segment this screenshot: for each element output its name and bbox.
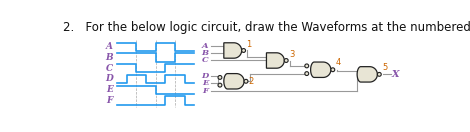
Text: X: X (392, 70, 400, 79)
Text: B: B (105, 53, 113, 62)
Text: C: C (202, 56, 208, 64)
Circle shape (218, 83, 222, 87)
Text: E: E (202, 79, 208, 87)
Text: 2: 2 (249, 77, 254, 86)
Polygon shape (311, 62, 331, 77)
Circle shape (305, 72, 309, 76)
Text: F: F (107, 96, 113, 105)
Text: F: F (202, 87, 208, 95)
Circle shape (242, 49, 245, 52)
Circle shape (244, 79, 248, 83)
Text: E: E (106, 85, 113, 94)
Polygon shape (357, 67, 377, 82)
Polygon shape (224, 74, 244, 89)
Text: 5: 5 (382, 63, 387, 72)
Text: 4: 4 (336, 58, 341, 67)
Polygon shape (224, 43, 242, 58)
Text: 2.   For the below logic circuit, draw the Waveforms at the numbered points.: 2. For the below logic circuit, draw the… (63, 21, 470, 34)
Text: D: D (201, 72, 208, 80)
Circle shape (284, 59, 288, 62)
Text: 1: 1 (246, 40, 251, 49)
Text: A: A (106, 42, 113, 51)
Circle shape (305, 64, 309, 68)
Text: D: D (105, 74, 113, 83)
Circle shape (377, 72, 381, 76)
Text: 3: 3 (289, 50, 294, 59)
Text: B: B (201, 49, 208, 57)
Text: C: C (106, 64, 113, 73)
Circle shape (218, 76, 222, 79)
Polygon shape (266, 53, 284, 68)
Circle shape (331, 68, 335, 72)
Text: A: A (202, 42, 208, 50)
